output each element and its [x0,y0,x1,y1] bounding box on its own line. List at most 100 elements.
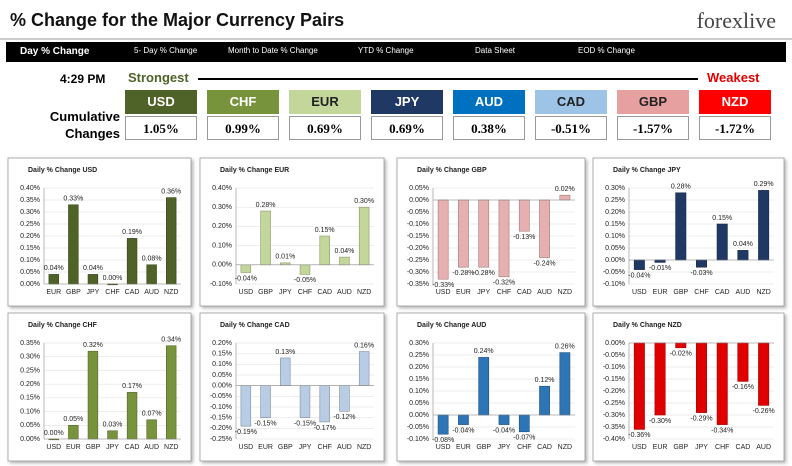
x-tick-label: CHF [497,289,511,296]
panel-frame [396,312,586,462]
value-label: 0.04% [83,265,103,272]
bar [437,414,449,435]
currency-value: 1.05% [125,116,197,140]
y-tick-label: 0.25% [605,197,625,204]
y-tick-label: -0.20% [603,388,625,395]
x-tick-label: CHF [715,444,729,451]
bar [478,199,490,268]
y-tick-label: -0.35% [407,281,429,288]
bar [87,350,99,440]
y-tick-label: -0.25% [407,257,429,264]
x-tick-label: AUD [756,444,771,451]
divider [0,38,792,40]
bar [87,274,99,285]
x-tick-label: USD [46,444,61,451]
currency-header: AUD [453,90,525,114]
chart-panel: Daily % Change NZD -0.40% -0.35% -0.30% -0.2… [592,312,785,462]
bar [339,385,350,412]
currency-value: 0.99% [207,116,279,140]
x-tick-label: CAD [537,444,552,451]
nav-item: YTD % Change [358,46,414,55]
currency-header: NZD [699,90,771,114]
x-tick-label: AUD [337,289,352,296]
currency-value: 0.69% [289,116,361,140]
y-tick-label: 0.15% [605,221,625,228]
bar [437,199,449,280]
weakest-label: Weakest [707,70,760,85]
chart-title: Daily % Change NZD [613,322,682,329]
x-tick-label: CAD [736,444,751,451]
y-tick-label: 0.00% [409,197,429,204]
x-tick-label: CAD [125,289,140,296]
value-label: -0.28% [473,270,495,277]
x-tick-label: JPY [498,444,511,451]
currency-header: CHF [207,90,279,114]
y-tick-label: -0.30% [603,412,625,419]
y-tick-label: -0.05% [407,424,429,431]
bar [559,352,571,416]
y-tick-label: 0.15% [20,395,40,402]
bar [319,235,330,266]
x-tick-label: JPY [87,289,100,296]
currency-value: -0.51% [535,116,607,140]
strength-line [198,78,698,80]
y-tick-label: 0.10% [605,233,625,240]
chart-panel: Daily % Change JPY -0.10% -0.05% 0.00% 0.05%… [592,157,785,307]
x-tick-label: GBP [278,444,293,451]
y-tick-label: -0.10% [407,436,429,443]
value-label: 0.30% [354,198,374,205]
value-label: 0.26% [555,343,575,350]
value-label: -0.32% [493,280,515,287]
value-label: -0.12% [333,414,355,421]
value-label: 0.15% [712,215,732,222]
bar [696,342,707,413]
value-label: -0.04% [452,427,474,434]
y-tick-label: -0.05% [603,269,625,276]
bar [240,264,252,273]
y-tick-label: 0.35% [20,340,40,347]
bar [146,264,157,285]
bar [458,199,469,268]
x-tick-label: EUR [456,444,471,451]
bar [716,223,728,261]
y-tick-label: 0.10% [20,257,40,264]
currency-header: JPY [371,90,443,114]
y-tick-label: -0.25% [210,436,232,443]
x-tick-label: JPY [695,444,708,451]
bar [498,199,510,278]
value-label: 0.28% [671,184,691,191]
value-label: -0.26% [753,408,775,415]
value-label: 0.15% [315,227,335,234]
chart-panel: Daily % Change CAD-0.25%-0.20%-0.15%-0.1… [199,312,385,462]
value-label: 0.00% [44,430,64,437]
value-label: -0.15% [294,421,316,428]
value-label: 0.24% [474,348,494,355]
value-label: 0.34% [161,337,181,344]
chart-title: Daily % Change CAD [220,322,290,329]
bar [358,206,370,266]
x-tick-label: NZD [558,289,572,296]
x-tick-label: JPY [279,289,292,296]
bar [559,194,571,201]
x-tick-label: GBP [673,444,688,451]
value-label: 0.08% [142,256,162,263]
value-label: -0.03% [690,270,712,277]
currency-header: CAD [535,90,607,114]
chart-panel: Daily % Change USD 0.00% 0.05% 0.10% 0.15% 0.… [7,157,192,307]
panel-frame [199,312,385,462]
currency-header: GBP [617,90,689,114]
x-tick-label: NZD [558,444,572,451]
x-tick-label: CHF [298,289,312,296]
x-tick-label: EUR [653,444,668,451]
value-label: -0.05% [294,277,316,284]
value-label: 0.00% [103,275,123,282]
value-label: 0.04% [44,265,64,272]
x-tick-label: USD [238,444,253,451]
x-tick-label: AUD [337,444,352,451]
x-tick-label: GBP [258,289,273,296]
strongest-label: Strongest [128,70,189,85]
y-tick-label: 0.05% [20,269,40,276]
bar [539,385,550,416]
